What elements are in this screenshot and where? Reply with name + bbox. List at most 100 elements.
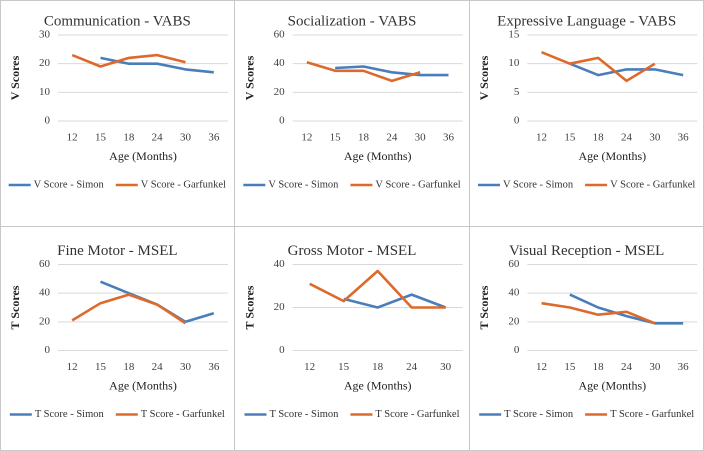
x-tick-label: 12 [536, 361, 547, 373]
x-tick-label: 12 [67, 132, 78, 144]
y-tick-label: 60 [39, 258, 51, 270]
x-tick-label: 24 [386, 132, 398, 144]
legend-label: V Score - Simon [268, 179, 339, 190]
x-tick-label: 24 [621, 132, 633, 144]
y-tick-label: 0 [514, 115, 520, 127]
x-tick-label: 30 [180, 361, 192, 373]
y-tick-label: 5 [514, 86, 520, 98]
y-axis-title: T Scores [242, 285, 256, 329]
y-axis-title: V Scores [8, 55, 22, 100]
x-tick-label: 24 [152, 132, 164, 144]
x-tick-label: 12 [67, 361, 78, 373]
y-tick-label: 60 [508, 258, 519, 270]
x-tick-label: 24 [152, 361, 164, 373]
x-tick-label: 30 [180, 132, 192, 144]
y-tick-label: 0 [279, 115, 285, 127]
legend-label: T Score - Simon [504, 409, 574, 420]
y-tick-label: 20 [274, 301, 286, 313]
y-tick-label: 20 [39, 315, 51, 327]
y-tick-label: 20 [508, 315, 519, 327]
legend-label: V Score - Garfunkel [610, 179, 695, 190]
x-tick-label: 12 [304, 361, 315, 373]
chart-panel: Communication - VABS 0 10 20 30 12 15 18 24 30 36 V… [8, 13, 228, 190]
x-axis-title: Age (Months) [109, 378, 177, 392]
x-tick-label: 15 [564, 361, 576, 373]
chart-panel: Socialization - VABS 0 20 40 60 12 15 18 24 30 36 V… [242, 13, 463, 190]
legend-label: T Score - Garfunkel [141, 409, 225, 420]
y-tick-label: 40 [274, 258, 286, 270]
y-tick-label: 20 [39, 57, 51, 69]
legend-label: V Score - Garfunkel [141, 179, 226, 190]
legend: V Score - Simon V Score - Garfunkel [8, 179, 226, 190]
legend-label: T Score - Simon [269, 409, 339, 420]
y-tick-label: 40 [508, 287, 519, 299]
x-tick-label: 30 [649, 361, 661, 373]
series-line [71, 293, 187, 325]
legend: V Score - Simon V Score - Garfunkel [477, 179, 695, 190]
y-tick-label: 10 [39, 86, 51, 98]
legend: T Score - Simon T Score - Garfunkel [244, 409, 460, 420]
series-line [541, 301, 656, 325]
x-tick-label: 36 [678, 132, 690, 144]
x-tick-label: 36 [678, 361, 690, 373]
series-line [343, 293, 447, 309]
y-tick-label: 0 [45, 344, 51, 356]
y-axis-title: V Scores [242, 55, 256, 100]
y-tick-label: 40 [39, 287, 51, 299]
legend: T Score - Simon T Score - Garfunkel [9, 409, 225, 420]
chart-panel: Fine Motor - MSEL 0 20 40 60 12 15 18 24 30 36 T Sc… [8, 243, 228, 420]
y-tick-label: 15 [508, 29, 519, 41]
legend-label: V Score - Garfunkel [375, 179, 460, 190]
legend: T Score - Simon T Score - Garfunkel [479, 409, 694, 420]
x-tick-label: 15 [95, 361, 107, 373]
y-axis-title: T Scores [477, 285, 491, 329]
x-axis-title: Age (Months) [579, 149, 647, 163]
series-line [569, 293, 684, 325]
x-tick-label: 18 [123, 361, 135, 373]
x-axis-title: Age (Months) [344, 378, 412, 392]
x-tick-label: 18 [123, 132, 135, 144]
x-tick-label: 12 [536, 132, 547, 144]
x-axis-title: Age (Months) [579, 378, 647, 392]
series-line [569, 62, 684, 77]
x-tick-label: 24 [406, 361, 418, 373]
chart-panel: Gross Motor - MSEL 0 20 40 12 15 18 24 30 T Score… [242, 243, 463, 420]
chart-title: Fine Motor - MSEL [57, 243, 177, 259]
x-tick-label: 15 [564, 132, 576, 144]
y-tick-label: 0 [279, 344, 285, 356]
y-tick-label: 30 [39, 29, 51, 41]
series-line [306, 60, 421, 83]
x-tick-label: 18 [593, 132, 605, 144]
y-tick-label: 10 [508, 57, 519, 69]
x-tick-label: 30 [649, 132, 661, 144]
x-tick-label: 30 [440, 361, 452, 373]
x-tick-label: 18 [358, 132, 370, 144]
x-axis-title: Age (Months) [109, 149, 177, 163]
y-tick-label: 0 [45, 115, 51, 127]
y-tick-label: 40 [274, 57, 286, 69]
series-line [71, 53, 186, 68]
chart-title: Expressive Language - VABS [497, 13, 676, 29]
series-line [335, 65, 449, 77]
y-tick-label: 60 [274, 29, 286, 41]
chart-title: Communication - VABS [44, 13, 191, 29]
chart-panel: Visual Reception - MSEL 0 20 40 60 12 15 18 24 30… [477, 243, 698, 420]
legend-label: V Score - Simon [503, 179, 574, 190]
legend-label: V Score - Simon [34, 179, 105, 190]
legend-label: T Score - Simon [35, 409, 105, 420]
x-tick-label: 36 [208, 361, 220, 373]
chart-title: Socialization - VABS [288, 13, 417, 29]
x-axis-title: Age (Months) [344, 149, 412, 163]
x-tick-label: 36 [208, 132, 220, 144]
y-axis-title: V Scores [477, 55, 491, 100]
x-tick-label: 18 [372, 361, 384, 373]
series-line [541, 50, 656, 83]
x-tick-label: 15 [95, 132, 107, 144]
x-tick-label: 15 [338, 361, 350, 373]
x-tick-label: 24 [621, 361, 633, 373]
chart-title: Gross Motor - MSEL [288, 243, 417, 259]
x-tick-label: 36 [443, 132, 455, 144]
x-tick-label: 12 [301, 132, 312, 144]
